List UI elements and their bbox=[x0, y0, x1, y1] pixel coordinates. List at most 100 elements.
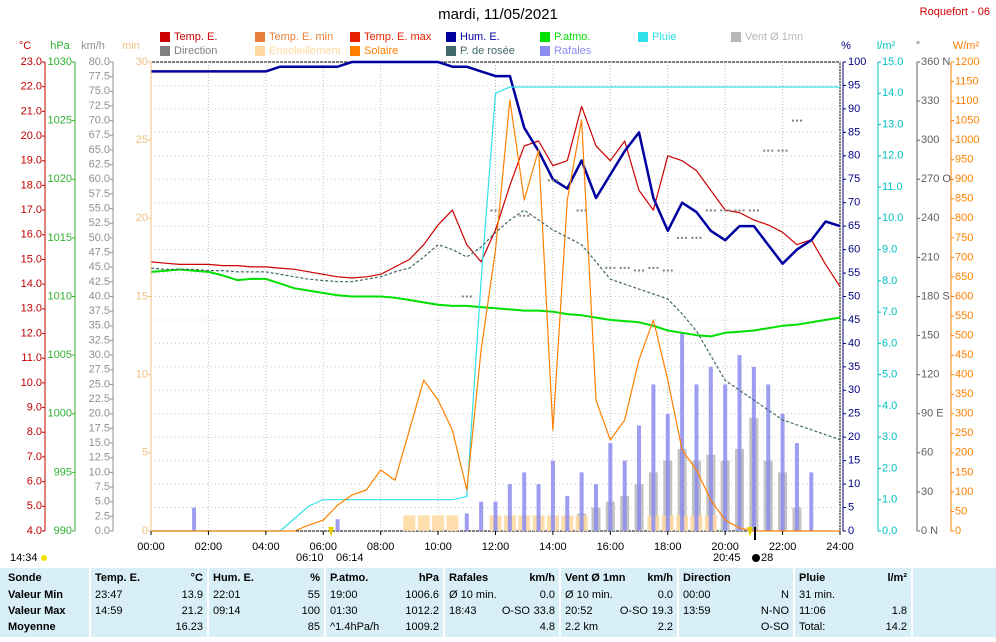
axis-unit: min bbox=[122, 40, 140, 52]
cell-mid: O-SO bbox=[502, 605, 531, 617]
legend-swatch bbox=[160, 32, 170, 42]
y-tick-label: 60 bbox=[848, 244, 860, 256]
annotation: 20:45 bbox=[713, 552, 741, 564]
series-line bbox=[150, 209, 841, 441]
y-tick-label: 200 bbox=[955, 447, 973, 459]
table-background bbox=[0, 568, 996, 637]
series-bar bbox=[622, 460, 627, 531]
y-tick-label: 100 bbox=[848, 56, 866, 68]
cell-right: 19.3 bbox=[652, 605, 673, 617]
y-tick-label: 6.0 bbox=[27, 476, 42, 488]
y-tick-label: 15.0 bbox=[89, 437, 110, 449]
y-tick-label: 70 bbox=[848, 197, 860, 209]
legend-label: Temp. E. max bbox=[364, 31, 432, 43]
axis-unit: % bbox=[841, 40, 851, 52]
y-tick-label: 180 S bbox=[921, 290, 950, 302]
axes: 00:00 02:00 04:00 06:00 08:00 10:00 12:00 14:00… bbox=[10, 40, 979, 564]
series-bar bbox=[809, 472, 814, 531]
legend-swatch bbox=[255, 32, 265, 42]
cell-left: 00:00 bbox=[683, 589, 711, 601]
series-bar bbox=[493, 501, 498, 531]
series-bar bbox=[680, 332, 685, 531]
y-tick-label: 2.0 bbox=[882, 462, 897, 474]
y-tick-label: 12.0 bbox=[21, 327, 42, 339]
x-tick-label: 14:00 bbox=[539, 541, 567, 553]
cell-right: km/h bbox=[647, 572, 673, 584]
cell-right: 1012.2 bbox=[405, 605, 439, 617]
cell-left: 19:00 bbox=[330, 589, 358, 601]
y-tick-label: 22.5 bbox=[89, 393, 110, 405]
x-tick-label: 20:00 bbox=[711, 541, 739, 553]
y-tick-label: 9.0 bbox=[27, 401, 42, 413]
series-bar bbox=[579, 472, 584, 531]
series-bar bbox=[536, 484, 541, 531]
y-tick-label: 16.0 bbox=[21, 229, 42, 241]
cell-left: 01:30 bbox=[330, 605, 358, 617]
cell-mid: O-SO bbox=[620, 605, 649, 617]
annotation: 28 bbox=[761, 552, 773, 564]
series-bar bbox=[565, 495, 570, 531]
cell-left: ^1.4hPa/h bbox=[330, 621, 379, 633]
y-tick-label: 5.0 bbox=[27, 500, 42, 512]
legend-label: Solaire bbox=[364, 45, 398, 57]
bar-layer bbox=[192, 332, 814, 531]
y-tick-label: 100 bbox=[955, 486, 973, 498]
y-tick-label: 1.0 bbox=[882, 494, 897, 506]
cell-right: km/h bbox=[529, 572, 555, 584]
cell-right: 1009.2 bbox=[405, 621, 439, 633]
series-bar bbox=[766, 384, 771, 531]
y-tick-label: 0 bbox=[955, 525, 961, 537]
y-tick-label: 2.5 bbox=[95, 510, 110, 522]
y-tick-label: 19.0 bbox=[21, 155, 42, 167]
summary-table: Sonde Temp. E. °C Hum. E.% P.atmo. hPa Rafales… bbox=[0, 568, 996, 637]
y-tick-label: 1000 bbox=[48, 408, 72, 420]
annotation: 06:10 bbox=[296, 552, 324, 564]
cell-left: Vent Ø 1mn bbox=[565, 572, 626, 584]
y-tick-label: 11.0 bbox=[882, 181, 903, 193]
y-tick-label: 270 O bbox=[921, 173, 951, 185]
series-bar bbox=[432, 515, 445, 531]
series-bar bbox=[479, 501, 484, 531]
series-bar bbox=[737, 355, 742, 531]
cell-left: 23:47 bbox=[95, 589, 123, 601]
moon-icon bbox=[752, 554, 760, 562]
y-tick-label: 6.0 bbox=[882, 337, 897, 349]
y-tick-label: 400 bbox=[955, 369, 973, 381]
y-tick-label: 52.5 bbox=[89, 217, 110, 229]
x-tick-label: 00:00 bbox=[137, 541, 165, 553]
axis-unit: l/m² bbox=[877, 40, 896, 52]
y-tick-label: 45.0 bbox=[89, 261, 110, 273]
cell-right: 100 bbox=[302, 605, 320, 617]
y-tick-label: 1020 bbox=[48, 173, 72, 185]
y-tick-label: 20 bbox=[136, 212, 148, 224]
y-tick-label: 47.5 bbox=[89, 246, 110, 258]
x-tick-label: 22:00 bbox=[769, 541, 797, 553]
cell-left: Hum. E. bbox=[213, 572, 254, 584]
series-bar bbox=[335, 519, 340, 531]
legend-swatch bbox=[350, 46, 360, 56]
cell-right: l/m² bbox=[887, 572, 907, 584]
series-bar bbox=[694, 384, 699, 531]
y-tick-label: 1000 bbox=[955, 134, 979, 146]
y-tick-label: 15.0 bbox=[21, 253, 42, 265]
y-tick-label: 75 bbox=[848, 173, 860, 185]
y-tick-label: 750 bbox=[955, 232, 973, 244]
series-bar bbox=[637, 425, 642, 531]
cell-right: 16.23 bbox=[175, 621, 203, 633]
y-tick-label: 7.5 bbox=[95, 481, 110, 493]
cell-right: hPa bbox=[419, 572, 440, 584]
cell-right: 14.2 bbox=[886, 621, 907, 633]
y-tick-label: 95 bbox=[848, 79, 860, 91]
y-tick-label: 40.0 bbox=[89, 290, 110, 302]
legend-swatch bbox=[731, 32, 741, 42]
y-tick-label: 0.0 bbox=[882, 525, 897, 537]
axis-unit: ° bbox=[916, 40, 920, 52]
row-label: Valeur Min bbox=[8, 589, 63, 601]
y-tick-label: 5 bbox=[142, 447, 148, 459]
legend-label: Vent Ø 1mn bbox=[745, 31, 803, 43]
annotation: 06:14 bbox=[336, 552, 364, 564]
cell-left: 31 min. bbox=[799, 589, 835, 601]
y-tick-label: 14.0 bbox=[882, 87, 903, 99]
y-tick-label: 45 bbox=[848, 314, 860, 326]
y-tick-label: 995 bbox=[54, 466, 72, 478]
